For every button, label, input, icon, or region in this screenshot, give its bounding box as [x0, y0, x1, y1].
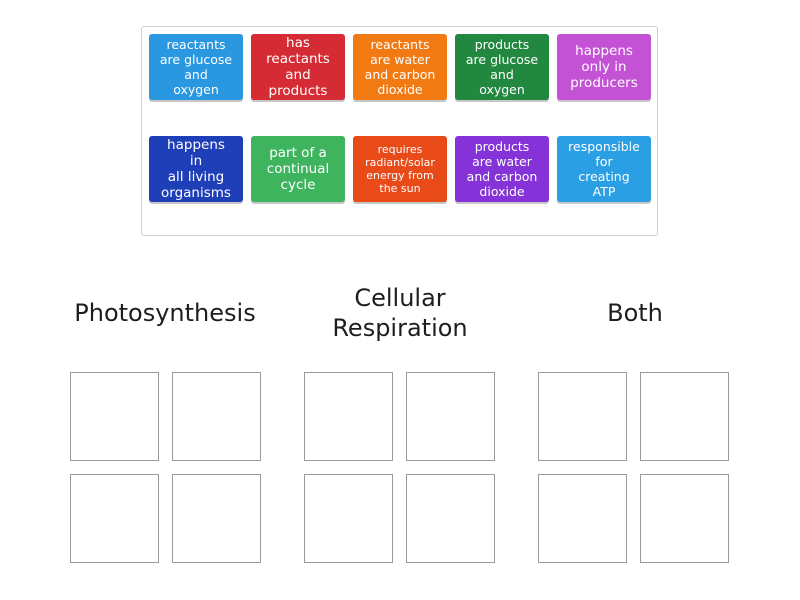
card-part-of-continual-cycle[interactable]: part of a continual cycle — [251, 136, 345, 202]
category-heading-photosynthesis: Photosynthesis — [74, 299, 256, 327]
card-happens-in-all-living-organisms[interactable]: happens in all living organisms — [149, 136, 243, 202]
card-tray: reactants are glucose and oxygen has rea… — [141, 26, 658, 236]
card-requires-radiant-solar-energy[interactable]: requires radiant/solar energy from the s… — [353, 136, 447, 202]
category-heading-cellular-respiration: Cellular Respiration — [332, 284, 468, 342]
drop-slot-photosynthesis[interactable] — [172, 372, 261, 461]
drop-slot-cellular-respiration[interactable] — [406, 372, 495, 461]
card-products-water-carbon-dioxide[interactable]: products are water and carbon dioxide — [455, 136, 549, 202]
drop-slot-cellular-respiration[interactable] — [406, 474, 495, 563]
drop-slot-both[interactable] — [538, 474, 627, 563]
card-reactants-water-carbon-dioxide[interactable]: reactants are water and carbon dioxide — [353, 34, 447, 100]
card-has-reactants-and-products[interactable]: has reactants and products — [251, 34, 345, 100]
drop-slot-photosynthesis[interactable] — [70, 474, 159, 563]
drop-slot-photosynthesis[interactable] — [172, 474, 261, 563]
drop-slot-photosynthesis[interactable] — [70, 372, 159, 461]
drop-slot-cellular-respiration[interactable] — [304, 474, 393, 563]
drop-slot-cellular-respiration[interactable] — [304, 372, 393, 461]
drop-slot-both[interactable] — [640, 372, 729, 461]
card-reactants-glucose-oxygen[interactable]: reactants are glucose and oxygen — [149, 34, 243, 100]
category-heading-both: Both — [607, 299, 663, 327]
drop-slot-both[interactable] — [640, 474, 729, 563]
drop-slot-both[interactable] — [538, 372, 627, 461]
card-happens-only-in-producers[interactable]: happens only in producers — [557, 34, 651, 100]
card-products-glucose-oxygen[interactable]: products are glucose and oxygen — [455, 34, 549, 100]
card-responsible-for-creating-atp[interactable]: responsible for creating ATP — [557, 136, 651, 202]
